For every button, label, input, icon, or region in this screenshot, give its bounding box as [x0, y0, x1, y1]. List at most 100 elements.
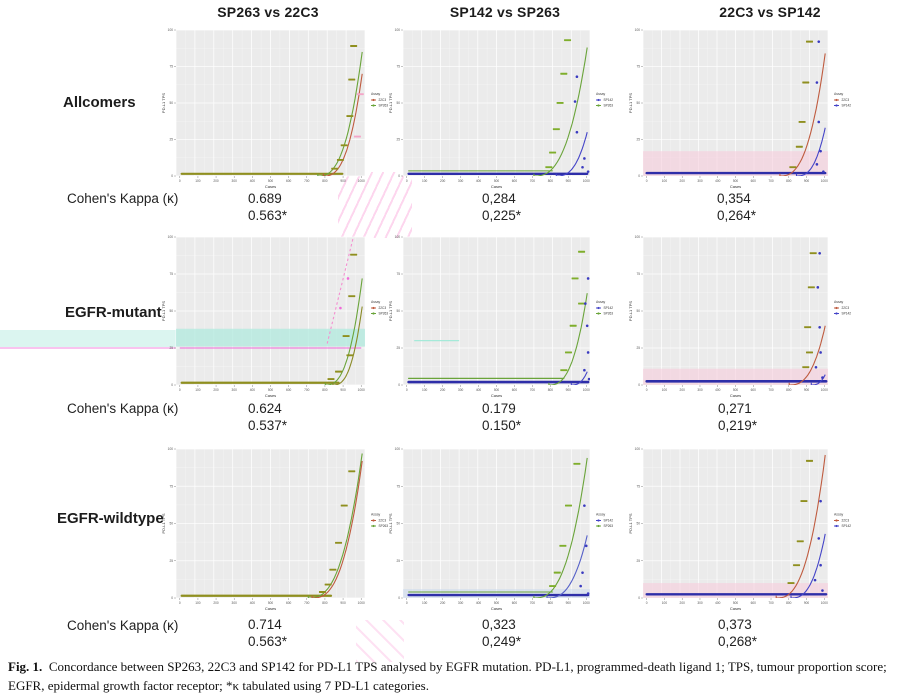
- data-marker-dash: [802, 81, 810, 84]
- y-axis-title: PD-L1 TPS: [628, 513, 633, 533]
- kappa-value-7cat: 0.537*: [248, 418, 288, 433]
- svg-text:500: 500: [494, 388, 500, 392]
- legend: Assay SP142 SP263: [596, 300, 613, 316]
- data-marker-dot: [817, 120, 821, 124]
- legend-entry-label: 22C3: [379, 98, 387, 102]
- svg-text:900: 900: [804, 601, 810, 605]
- data-marker-dot: [346, 277, 350, 280]
- data-marker-dash: [578, 250, 586, 253]
- y-axis-title: PD-L1 TPS: [161, 301, 166, 321]
- svg-text:0: 0: [646, 601, 648, 605]
- data-marker-dash: [327, 378, 335, 380]
- confidence-band: [176, 328, 365, 347]
- y-axis-title: PD-L1 TPS: [388, 513, 393, 533]
- series-curve: [795, 127, 826, 176]
- svg-text:600: 600: [286, 601, 292, 605]
- data-marker-dash: [560, 72, 568, 75]
- svg-text:900: 900: [566, 388, 572, 392]
- svg-text:500: 500: [494, 601, 500, 605]
- data-marker-dash: [578, 302, 586, 305]
- axes: 0 100 200 300 400 500 600 700 800 900 1000 0 25 50 75 1…: [388, 28, 590, 189]
- data-marker-dot: [575, 75, 579, 79]
- legend: Assay 22C3 SP142: [834, 300, 851, 316]
- svg-text:700: 700: [304, 179, 310, 183]
- series-curve: [324, 278, 363, 385]
- data-marker-dot: [819, 149, 822, 153]
- svg-text:800: 800: [548, 388, 554, 392]
- data-marker-dot: [584, 544, 588, 548]
- svg-text:100: 100: [168, 447, 174, 451]
- x-axis-title: Cases: [491, 184, 502, 189]
- kappa-value-7cat: 0,219*: [718, 418, 758, 433]
- kappa-value-7cat: 0.150*: [482, 418, 522, 433]
- svg-text:25: 25: [169, 138, 173, 142]
- svg-text:200: 200: [440, 179, 446, 183]
- svg-text:100: 100: [662, 179, 668, 183]
- kappa-values-r3c2: 0,323 0,249*: [482, 616, 521, 650]
- legend: Assay 22C3 SP142: [834, 92, 851, 108]
- column-header-sp263-vs-22c3: SP263 vs 22C3: [217, 4, 319, 20]
- svg-text:75: 75: [636, 272, 640, 276]
- data-marker-dash: [556, 102, 564, 104]
- data-marker-dash: [564, 39, 572, 42]
- data-marker-dash: [793, 564, 801, 567]
- figure-caption: Fig. 1. Concordance between SP263, 22C3 …: [8, 657, 900, 695]
- axes: 0 100 200 300 400 500 600 700 800 900 1000 0 25 50 75 1…: [388, 235, 590, 398]
- data-marker-dash: [807, 286, 815, 289]
- svg-text:50: 50: [636, 101, 640, 105]
- svg-text:0: 0: [179, 601, 181, 605]
- svg-text:50: 50: [636, 522, 640, 526]
- data-marker-dot: [821, 376, 824, 379]
- data-marker-dot: [821, 589, 824, 592]
- svg-text:600: 600: [751, 179, 757, 183]
- svg-text:75: 75: [636, 484, 640, 488]
- kappa-values-r1c3: 0,354 0,264*: [717, 190, 756, 224]
- svg-text:700: 700: [530, 388, 536, 392]
- svg-text:0: 0: [179, 179, 181, 183]
- kappa-values-r3c1: 0.714 0.563*: [248, 616, 287, 650]
- legend-entry-label: SP263: [379, 104, 389, 108]
- svg-text:0: 0: [171, 174, 173, 178]
- plot-panel-egfr-wildtype-sp263-vs-22c3: 0 100 200 300 400 500 600 700 800 900 1000 0 25 50 75 1…: [161, 447, 388, 611]
- gridlines: [175, 29, 366, 177]
- svg-text:100: 100: [195, 601, 201, 605]
- x-axis-title: Cases: [491, 393, 502, 398]
- svg-text:25: 25: [636, 346, 640, 350]
- series-curve: [533, 47, 588, 176]
- data-marker-dash: [348, 470, 356, 473]
- svg-text:900: 900: [340, 179, 346, 183]
- legend-entry-label: SP263: [379, 312, 389, 316]
- svg-text:50: 50: [169, 309, 173, 313]
- kappa-label-row2: Cohen's Kappa (κ): [67, 401, 179, 416]
- data-marker-dash: [804, 326, 812, 329]
- data-marker-dash: [348, 295, 356, 298]
- svg-text:500: 500: [268, 388, 274, 392]
- data-marker-dot: [817, 537, 821, 540]
- svg-text:200: 200: [213, 601, 219, 605]
- legend-entry-label: 22C3: [842, 306, 850, 310]
- data-marker-dash: [564, 351, 572, 354]
- x-axis-title: Cases: [265, 184, 276, 189]
- svg-text:300: 300: [232, 179, 238, 183]
- data-marker-dot: [586, 351, 590, 354]
- caption-text: Concordance between SP263, 22C3 and SP14…: [8, 659, 887, 693]
- x-axis-title: Cases: [730, 393, 741, 398]
- legend: Assay 22C3 SP263: [371, 300, 388, 316]
- kappa-value-7cat: 0,225*: [482, 208, 522, 223]
- y-axis-title: PD-L1 TPS: [628, 93, 633, 113]
- data-marker-dot: [573, 100, 577, 103]
- series-curve: [307, 453, 363, 598]
- svg-text:0: 0: [179, 388, 181, 392]
- column-header-sp142-vs-sp263: SP142 vs SP263: [449, 4, 561, 20]
- svg-text:75: 75: [396, 272, 400, 276]
- kappa-value: 0.179: [482, 401, 516, 416]
- series-curve: [332, 306, 363, 385]
- svg-text:600: 600: [512, 601, 518, 605]
- data-marker-dash: [324, 583, 332, 586]
- data-marker-dash: [329, 568, 337, 571]
- data-marker-dash: [335, 370, 343, 373]
- data-marker-dash: [573, 462, 581, 465]
- svg-text:400: 400: [250, 388, 256, 392]
- series-curve: [570, 371, 588, 385]
- svg-text:800: 800: [548, 601, 554, 605]
